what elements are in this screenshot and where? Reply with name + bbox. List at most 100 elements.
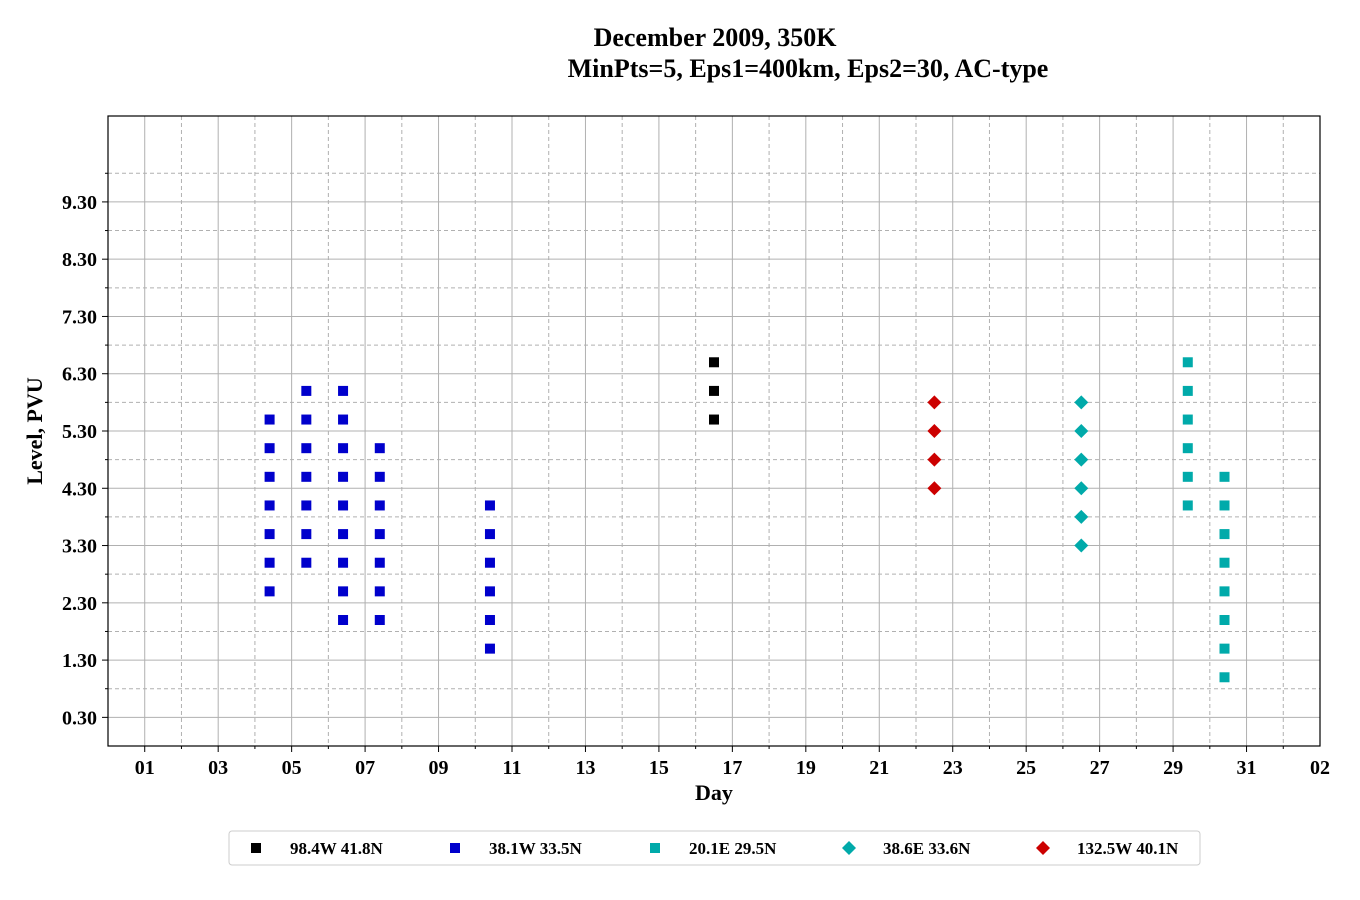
data-point (1182, 500, 1193, 511)
data-point (374, 529, 385, 540)
chart-title-group: December 2009, 350K MinPts=5, Eps1=400km… (568, 23, 1049, 83)
y-tick-label: 2.30 (62, 593, 97, 615)
data-point (301, 385, 312, 396)
data-point (338, 529, 349, 540)
legend-label: 38.6E 33.6N (883, 839, 971, 858)
legend-label: 38.1W 33.5N (489, 839, 582, 858)
data-point (484, 529, 495, 540)
data-point (484, 557, 495, 568)
x-tick-label: 19 (796, 757, 816, 779)
data-point (338, 471, 349, 482)
data-point (484, 643, 495, 654)
data-point (709, 385, 719, 396)
data-point (927, 424, 942, 438)
data-point (484, 500, 495, 511)
data-point (338, 414, 349, 425)
y-tick-label: 7.30 (62, 306, 97, 328)
legend-marker (650, 843, 660, 853)
data-point (264, 443, 275, 454)
data-point (374, 615, 385, 625)
data-point (374, 586, 385, 597)
y-tick-labels: 0.30 1.30 2.30 3.30 4.30 5.30 6.30 7.30 8.30 9.30 (62, 192, 97, 729)
data-marks (264, 357, 1230, 683)
data-point (301, 471, 312, 482)
data-point (1219, 586, 1230, 597)
data-point (927, 481, 942, 496)
x-tick-label: 31 (1237, 757, 1257, 779)
legend-label: 20.1E 29.5N (689, 839, 777, 858)
data-point (338, 385, 349, 396)
y-tick-label: 3.30 (62, 536, 97, 558)
data-point (338, 586, 349, 597)
x-tick-label: 05 (282, 757, 302, 779)
data-point (1074, 424, 1089, 438)
legend-marker (251, 843, 261, 853)
chart-subtitle: MinPts=5, Eps1=400km, Eps2=30, AC-type (568, 54, 1049, 83)
x-tick-label: 01 (135, 757, 155, 779)
data-point (1182, 357, 1193, 368)
grid (108, 116, 1320, 746)
data-point (301, 443, 312, 454)
data-point (1219, 471, 1230, 482)
series-group (709, 357, 719, 425)
data-point (301, 529, 312, 540)
series-group (264, 385, 495, 654)
y-tick-label: 9.30 (62, 192, 97, 214)
x-tick-label: 29 (1163, 757, 1183, 779)
data-point (1074, 481, 1089, 496)
x-tick-label: 27 (1090, 757, 1110, 779)
y-tick-label: 1.30 (62, 650, 97, 672)
data-point (264, 414, 275, 425)
axis-ticks (102, 172, 1284, 752)
y-tick-label: 0.30 (62, 707, 97, 729)
data-point (1074, 452, 1089, 467)
data-point (301, 414, 312, 425)
data-point (1219, 529, 1230, 540)
y-tick-label: 8.30 (62, 249, 97, 271)
x-tick-label: 13 (575, 757, 595, 779)
data-point (374, 443, 385, 454)
x-axis-label: Day (695, 780, 733, 805)
series-group (1182, 357, 1230, 683)
data-point (927, 452, 942, 467)
x-tick-label: 11 (503, 757, 522, 779)
x-tick-labels: 01 03 05 07 09 11 13 15 17 19 21 23 25 27 29 31 02 (135, 757, 1330, 779)
data-point (1182, 385, 1193, 396)
x-tick-label: 09 (429, 757, 449, 779)
data-point (1182, 414, 1193, 425)
data-point (264, 557, 275, 568)
data-point (1219, 500, 1230, 511)
data-point (264, 471, 275, 482)
data-point (264, 586, 275, 597)
data-point (1074, 509, 1089, 524)
legend-box (228, 830, 1201, 866)
legend: 98.4W 41.8N 38.1W 33.5N 20.1E 29.5N 38.6E 3… (228, 830, 1201, 866)
x-tick-label: 23 (943, 757, 963, 779)
y-tick-label: 5.30 (62, 421, 97, 443)
x-tick-label: 07 (355, 757, 375, 779)
legend-marker (450, 843, 460, 853)
data-point (338, 500, 349, 511)
y-tick-label: 4.30 (62, 478, 97, 500)
legend-label: 98.4W 41.8N (290, 839, 383, 858)
legend-marker (842, 841, 856, 855)
series-group (927, 395, 942, 496)
data-point (1182, 471, 1193, 482)
y-axis-label: Level, PVU (22, 377, 47, 485)
data-point (374, 471, 385, 482)
data-point (1074, 395, 1089, 410)
data-point (374, 500, 385, 511)
data-point (484, 615, 495, 625)
legend-label: 132.5W 40.1N (1077, 839, 1179, 858)
data-point (264, 500, 275, 511)
data-point (301, 500, 312, 511)
data-point (374, 557, 385, 568)
x-tick-label: 02 (1310, 757, 1330, 779)
y-tick-label: 6.30 (62, 364, 97, 386)
data-point (264, 529, 275, 540)
data-point (1074, 538, 1089, 553)
x-tick-label: 21 (869, 757, 889, 779)
data-point (301, 557, 312, 568)
x-tick-label: 25 (1016, 757, 1036, 779)
